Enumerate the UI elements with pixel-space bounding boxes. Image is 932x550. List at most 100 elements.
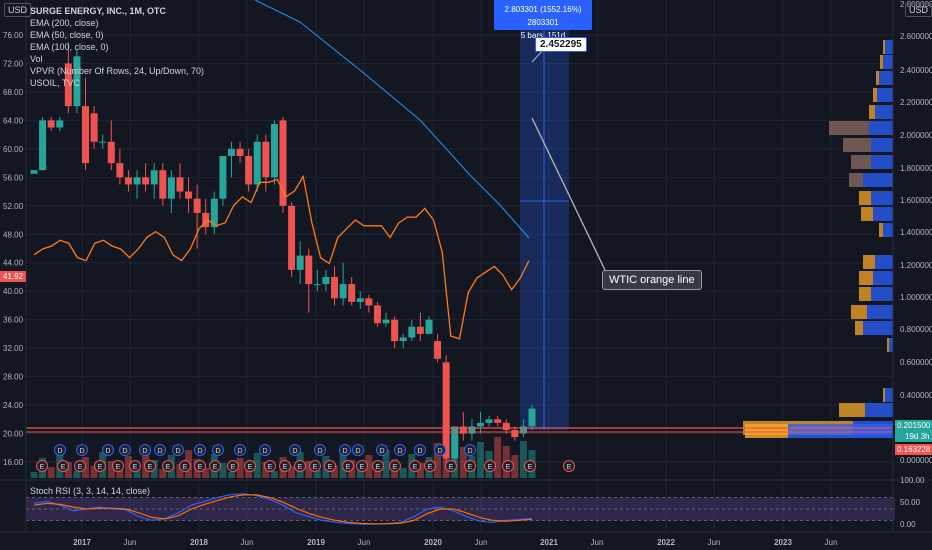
candle-body [425,319,433,334]
horizontal-lines[interactable] [26,427,893,433]
dividend-marker-letter: D [157,448,162,455]
candle-body [159,170,167,199]
vpvr-up [873,207,893,221]
earnings-marker-letter: E [413,464,418,471]
measure-line2: 5 bars, 151d [520,31,566,40]
earnings-marker-letter: E [428,464,433,471]
volume-bar [459,447,467,478]
dividend-marker-letter: D [57,448,62,455]
vpvr-down [879,223,883,237]
candle-body [485,419,493,423]
time-axis-label: 2022 [657,538,675,547]
volume-bar [270,471,278,478]
legend-usoil[interactable]: USOIL, TVC [30,78,80,88]
earnings-marker [464,460,476,472]
earnings-marker-letter: E [313,464,318,471]
candle-body [434,341,442,359]
vpvr-down [863,255,875,269]
vpvr-up [875,255,893,269]
left-current-value: 41.92 [3,272,24,281]
dividend-marker [194,444,206,456]
volume-bar [116,470,124,478]
right-axis-tick: 1.800000 [900,164,932,173]
vpvr-up [879,71,893,85]
dividend-marker [139,444,151,456]
earnings-marker [129,460,141,472]
stoch-d-line [33,494,533,525]
legend-vpvr[interactable]: VPVR (Number Of Rows, 24, Up/Down, 70) [30,66,205,76]
earnings-marker-letter: E [40,464,45,471]
vpvr-up [889,338,893,352]
stoch-axis-tick: 0.00 [900,520,916,529]
legend-ema50[interactable]: EMA (50, close, 0) [30,30,104,40]
dividend-marker-letter: D [79,448,84,455]
candle-body [202,212,210,228]
stoch-label[interactable]: Stoch RSI (3, 3, 14, 14, close) [30,486,151,496]
candle-body [116,163,124,178]
dividend-marker [376,444,388,456]
measure-tooltip: 2.803301 (1552.16%) 2803301 5 bars, 151d [494,0,592,40]
candle-body [459,426,467,434]
dividend-marker [234,444,246,456]
left-axis-tick: 32.00 [3,344,24,353]
vpvr-down [880,55,883,69]
dividend-marker-letter: D [142,448,147,455]
legend-title[interactable]: SURGE ENERGY, INC., 1M, OTC [30,6,167,16]
volume-bar [288,466,296,478]
dividend-marker [76,444,88,456]
candle-body [185,191,193,199]
wtic-note[interactable]: WTIC orange line [602,270,702,290]
vpvr-down [873,88,877,102]
earnings-marker [484,460,496,472]
candle-body [210,198,218,228]
vpvr-down [849,173,863,187]
legend-ema200[interactable]: EMA (200, close) [30,18,99,28]
earnings-marker-letter: E [133,464,138,471]
vpvr-up [869,121,893,135]
candle-body [451,426,459,459]
legend-vol[interactable]: Vol [30,54,43,64]
candle-body [322,276,330,285]
dividend-marker [414,444,426,456]
candle-body [468,426,476,434]
dividend-marker-letter: D [437,448,442,455]
left-axis-tick: 44.00 [3,259,24,268]
right-currency-button[interactable]: USD [905,3,932,17]
vpvr-poc-down [745,424,788,438]
volume-bar [253,453,261,478]
callout-value[interactable]: 2.452295 [535,37,587,52]
left-axis-tick: 52.00 [3,202,24,211]
left-currency-button[interactable]: USD [4,3,32,17]
earnings-marker [294,460,306,472]
vpvr-up [885,388,893,402]
volume-bar [331,465,339,478]
vpvr-up [867,305,893,319]
oil-path [33,174,530,340]
dividend-earnings-markers[interactable]: D D D D D D D D D D D D D D D D D D D D E E E E E E E E E E E E E E E E E E E E… [36,444,575,472]
legend-ema100[interactable]: EMA (100, close, 0) [30,42,109,52]
earnings-marker [372,460,384,472]
volume-bar [30,472,38,478]
candle-body [73,56,81,107]
dividend-marker [119,444,131,456]
candle-body [399,337,407,342]
earnings-marker [563,460,575,472]
volume-bar [382,450,390,478]
measure-line1: 2.803301 (1552.16%) 2803301 [504,5,582,27]
left-axis-tick: 72.00 [3,59,24,68]
earnings-marker [194,460,206,472]
time-axis-label: Jun [825,538,838,547]
earnings-marker [244,460,256,472]
right-axis-tick: 1.200000 [900,261,932,270]
dividend-marker [352,444,364,456]
time-axis-label: Jun [241,538,254,547]
candle-body [391,319,399,342]
earnings-marker-letter: E [376,464,381,471]
earnings-marker [309,460,321,472]
earnings-marker [356,460,368,472]
candle-body [176,177,184,192]
candle-body [150,170,158,185]
vpvr-down [859,191,871,205]
candle-body [408,326,416,338]
